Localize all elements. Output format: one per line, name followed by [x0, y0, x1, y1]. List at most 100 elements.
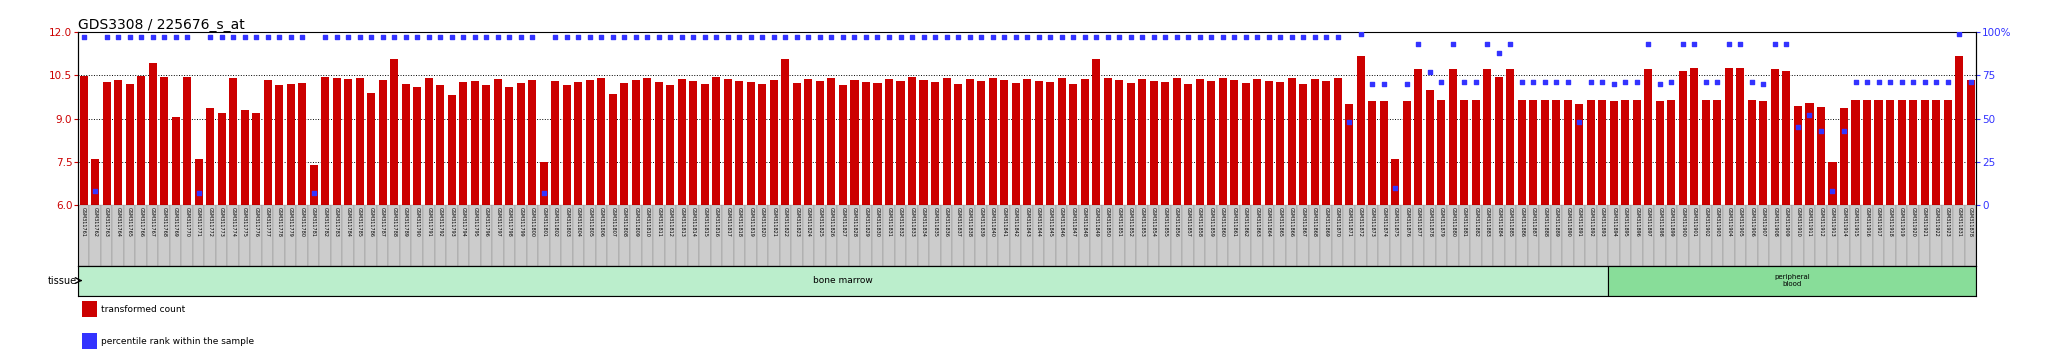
Point	[113, 34, 145, 40]
Bar	[1792, 205, 1804, 266]
Point	[1851, 79, 1884, 85]
Bar	[342, 205, 354, 266]
Text: GSM311788: GSM311788	[391, 207, 397, 237]
Bar	[932, 82, 940, 205]
Bar	[1620, 205, 1630, 266]
Text: GSM311804: GSM311804	[575, 207, 582, 237]
Bar	[1415, 69, 1421, 205]
Text: GSM311790: GSM311790	[416, 207, 420, 237]
Point	[1667, 41, 1700, 47]
Text: GSM311807: GSM311807	[610, 207, 614, 237]
Text: bone marrow: bone marrow	[813, 276, 872, 285]
Point	[102, 34, 135, 40]
Text: GSM311898: GSM311898	[1657, 207, 1663, 237]
Bar	[1343, 205, 1356, 266]
Text: GSM311764: GSM311764	[115, 207, 121, 237]
Bar	[1540, 100, 1548, 205]
Bar	[158, 205, 170, 266]
Bar	[618, 205, 631, 266]
Text: GSM311878: GSM311878	[1427, 207, 1432, 237]
Point	[700, 34, 733, 40]
Bar	[1092, 59, 1100, 205]
Bar	[1817, 107, 1825, 205]
Point	[872, 34, 905, 40]
Bar	[1124, 205, 1137, 266]
Point	[78, 189, 111, 194]
Bar	[1679, 71, 1688, 205]
Bar	[815, 205, 825, 266]
Text: GSM311846: GSM311846	[1059, 207, 1065, 237]
Bar	[1516, 205, 1528, 266]
Bar	[1114, 80, 1122, 205]
Bar	[1389, 205, 1401, 266]
Point	[1931, 79, 1964, 85]
Point	[1321, 34, 1354, 40]
Bar	[195, 159, 203, 205]
Bar	[1081, 79, 1090, 205]
Point	[735, 34, 768, 40]
Text: GSM311844: GSM311844	[1036, 207, 1040, 237]
Point	[469, 34, 502, 40]
Text: GSM311859: GSM311859	[1208, 207, 1214, 237]
Text: GSM311865: GSM311865	[1278, 207, 1282, 237]
Bar	[1886, 100, 1894, 205]
Text: GSM311871: GSM311871	[1348, 207, 1352, 237]
Bar	[758, 85, 766, 205]
Bar	[135, 205, 147, 266]
Bar	[1032, 205, 1044, 266]
Bar	[1573, 205, 1585, 266]
Bar	[633, 80, 639, 205]
Point	[1368, 81, 1401, 87]
Bar	[446, 205, 457, 266]
Text: GSM311815: GSM311815	[702, 207, 707, 237]
Bar	[1931, 205, 1942, 266]
Bar	[621, 83, 629, 205]
Bar	[481, 205, 492, 266]
Point	[1909, 79, 1942, 85]
Text: GSM311851: GSM311851	[1116, 207, 1122, 237]
Point	[1057, 34, 1090, 40]
Bar	[264, 80, 272, 205]
Text: GSM311768: GSM311768	[162, 207, 166, 237]
Bar	[1470, 205, 1481, 266]
Bar	[1884, 205, 1896, 266]
Bar	[1622, 100, 1630, 205]
Bar	[940, 205, 952, 266]
Point	[999, 34, 1032, 40]
Bar	[815, 81, 823, 205]
Bar	[1874, 100, 1882, 205]
Point	[68, 34, 100, 40]
Bar	[1712, 205, 1722, 266]
Bar	[977, 81, 985, 205]
Bar	[1057, 78, 1065, 205]
Point	[1137, 34, 1169, 40]
Bar	[598, 78, 606, 205]
Text: GSM311906: GSM311906	[1749, 207, 1755, 237]
Bar	[1022, 205, 1032, 266]
Bar	[965, 79, 973, 205]
Text: GSM311904: GSM311904	[1726, 207, 1731, 237]
Text: GSM311809: GSM311809	[633, 207, 639, 237]
Bar	[1251, 205, 1264, 266]
Text: GSM311857: GSM311857	[1186, 207, 1190, 237]
Bar	[82, 333, 96, 349]
Text: GSM311830: GSM311830	[874, 207, 881, 237]
Bar	[1069, 85, 1077, 205]
Bar	[227, 205, 240, 266]
Text: GSM311879: GSM311879	[1440, 207, 1444, 237]
Text: GSM311800: GSM311800	[530, 207, 535, 237]
Text: GSM311862: GSM311862	[1243, 207, 1247, 237]
Bar	[1239, 205, 1251, 266]
Bar	[354, 205, 365, 266]
Bar	[803, 205, 815, 266]
Text: GSM311776: GSM311776	[254, 207, 258, 237]
Bar	[1597, 100, 1606, 205]
Bar	[688, 205, 698, 266]
Text: GSM311864: GSM311864	[1266, 207, 1272, 237]
Bar	[1772, 69, 1780, 205]
Bar	[930, 205, 940, 266]
Bar	[1702, 100, 1710, 205]
Bar	[1610, 101, 1618, 205]
Bar	[78, 266, 1608, 296]
Text: GSM311887: GSM311887	[1530, 207, 1536, 237]
